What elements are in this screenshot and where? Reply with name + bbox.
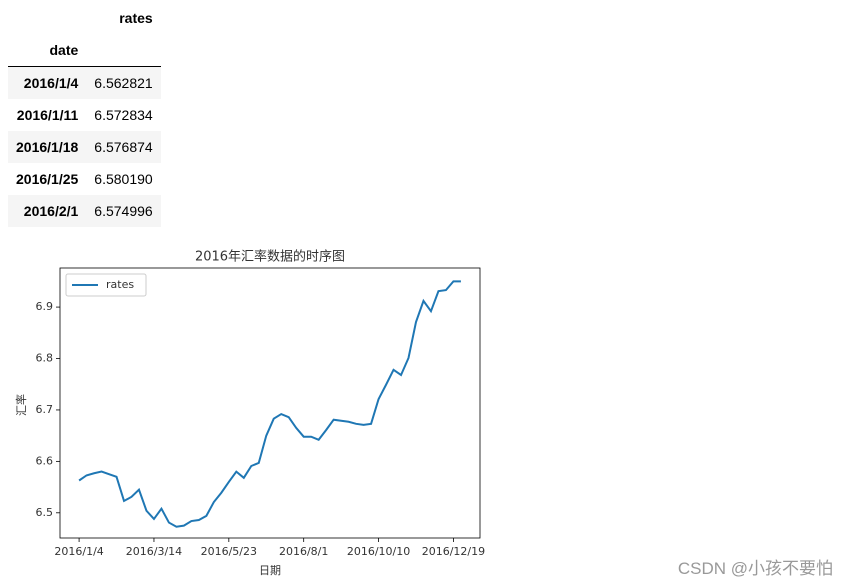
- row-index: 2016/1/4: [23, 75, 79, 91]
- row-index: 2016/1/18: [16, 139, 79, 155]
- table-row: 2016/1/25 6.580190: [8, 163, 161, 195]
- x-tick-label: 2016/1/4: [54, 545, 103, 558]
- cell: 6.576874: [94, 139, 153, 155]
- watermark: CSDN @小孩不要怕: [677, 559, 833, 578]
- row-index: 2016/2/1: [23, 203, 79, 219]
- table-row: 2016/1/11 6.572834: [8, 99, 161, 131]
- cell: 6.580190: [94, 171, 153, 187]
- row-index: 2016/1/25: [16, 171, 79, 187]
- plot-area: [59, 267, 481, 539]
- legend-label: rates: [106, 278, 134, 291]
- table-row: 2016/1/4 6.562821: [8, 66, 161, 99]
- index-name: date: [8, 34, 87, 67]
- x-tick-label: 2016/8/1: [279, 545, 328, 558]
- table-row: 2016/2/1 6.574996: [8, 195, 161, 227]
- line: [78, 280, 461, 528]
- chart-title: 2016年汇率数据的时序图: [195, 249, 345, 265]
- y-tick-label: 6.5: [36, 506, 54, 519]
- y-axis-label: 汇率: [14, 394, 28, 416]
- table-row: 2016/1/18 6.576874: [8, 131, 161, 163]
- y-tick-label: 6.6: [36, 454, 54, 467]
- y-tick-label: 6.7: [36, 403, 54, 416]
- column-header: rates: [119, 10, 153, 26]
- row-index: 2016/1/11: [16, 107, 79, 123]
- data-table: rates date 2016/1/4 6.562821 2016/1/11 6.57…: [8, 2, 161, 227]
- legend-box: [65, 273, 147, 297]
- x-axis-label: 日期: [259, 564, 281, 577]
- cell: 6.574996: [94, 203, 153, 219]
- x-tick-label: 2016/5/23: [201, 545, 257, 558]
- x-tick-label: 2016/12/19: [422, 545, 485, 558]
- x-tick-label: 2016/10/10: [347, 545, 410, 558]
- cell: 6.562821: [94, 75, 153, 91]
- y-tick-label: 6.9: [36, 300, 54, 313]
- x-tick-label: 2016/3/14: [126, 545, 182, 558]
- y-tick-label: 6.8: [36, 352, 54, 365]
- chart: 2016年汇率数据的时序图 日期 汇率 6.5 6.6 6.7 6.8 6.9 2016/…: [14, 249, 485, 578]
- cell: 6.572834: [94, 107, 153, 123]
